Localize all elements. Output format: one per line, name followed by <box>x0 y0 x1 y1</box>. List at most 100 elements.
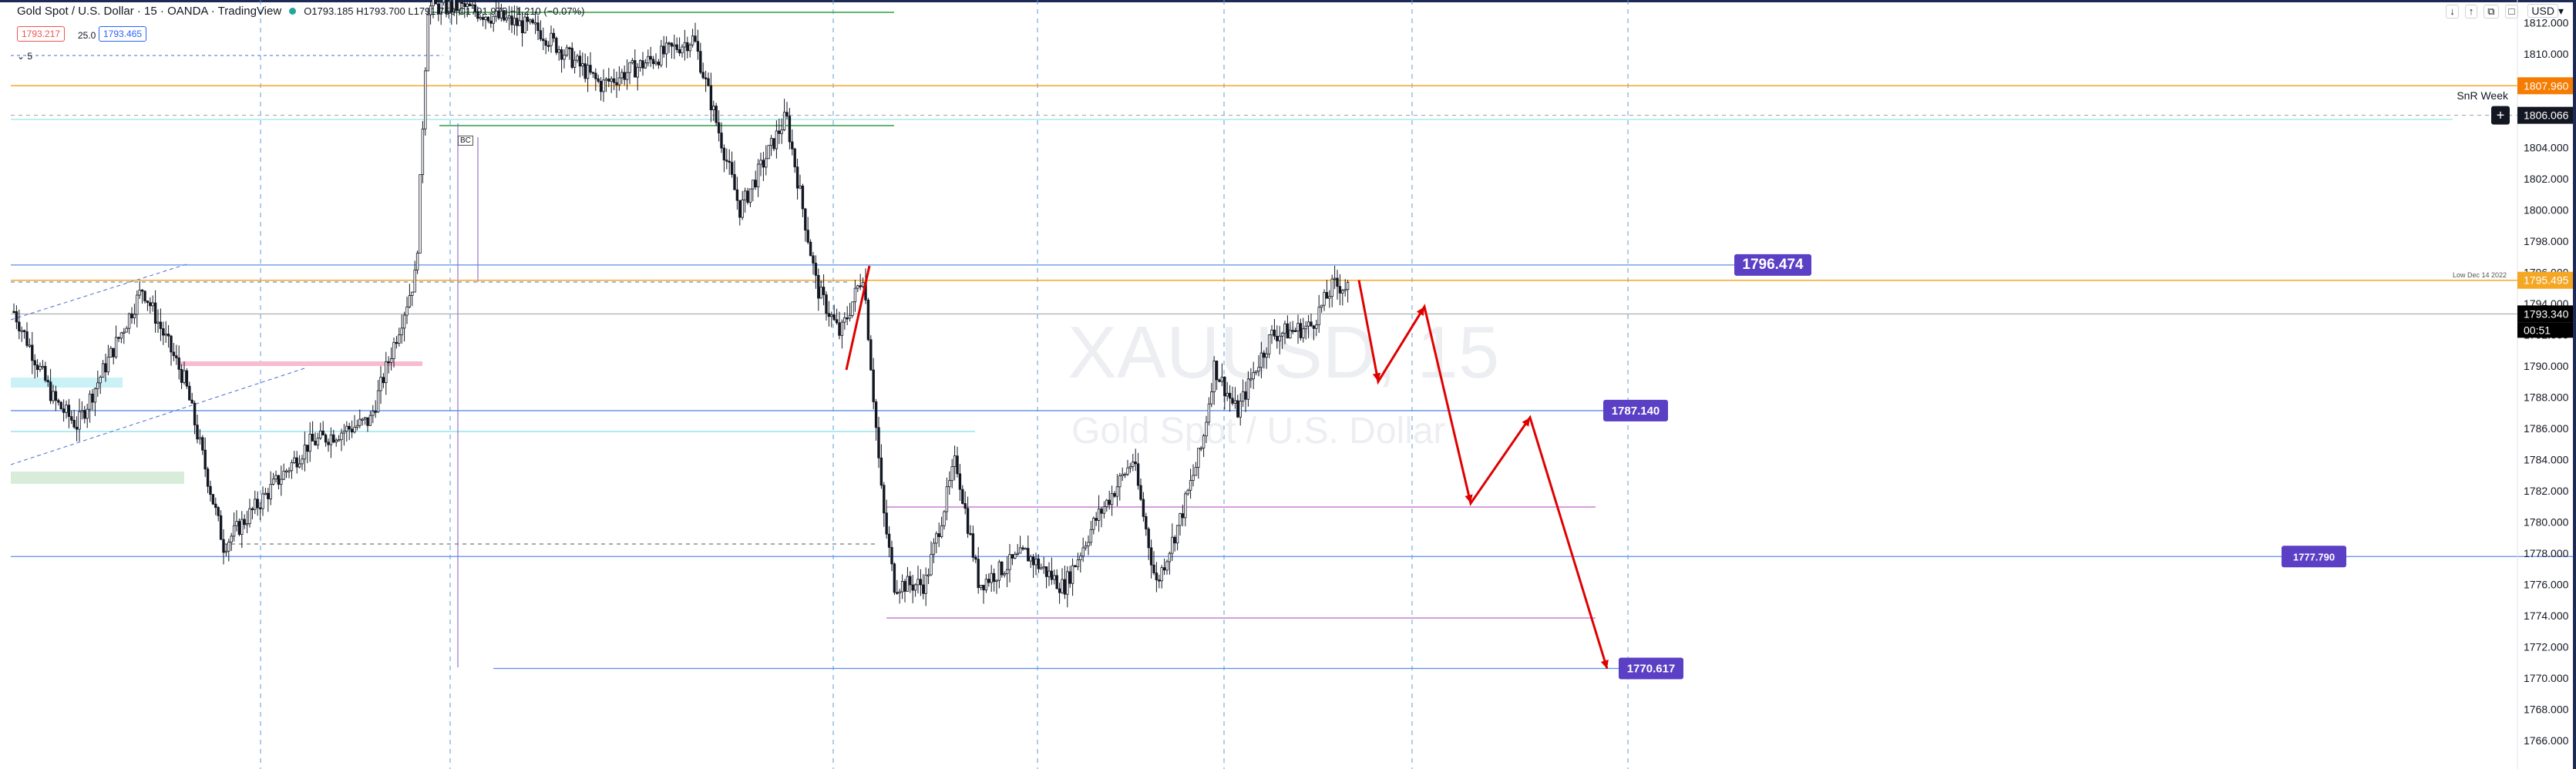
candle <box>1118 475 1122 488</box>
candle <box>1315 324 1318 329</box>
candle <box>1126 467 1129 475</box>
candle <box>1228 392 1232 399</box>
candle <box>258 507 262 509</box>
candle <box>1171 536 1174 554</box>
candle <box>681 46 684 54</box>
candle <box>28 344 32 347</box>
candle <box>151 302 154 307</box>
candle <box>264 492 267 495</box>
candle <box>597 78 600 82</box>
candle <box>704 77 708 79</box>
symbol-title[interactable]: Gold Spot / U.S. Dollar · 15 · OANDA · T… <box>17 5 282 18</box>
candle <box>405 306 409 316</box>
price-tick: 1778.000 <box>2524 547 2569 559</box>
candle <box>450 1 453 12</box>
candle <box>788 116 792 143</box>
candle <box>752 180 755 190</box>
candle <box>374 411 377 413</box>
candle <box>39 366 42 371</box>
candle <box>235 521 238 526</box>
candle <box>1220 376 1224 382</box>
demand-zone <box>11 378 123 388</box>
indicator-count: 5 <box>27 51 33 62</box>
candle <box>46 380 49 383</box>
candle <box>906 576 910 592</box>
candle <box>1223 376 1226 397</box>
axis-badge <box>2517 271 2576 289</box>
fullscreen-icon[interactable]: ⧉ <box>2484 5 2499 18</box>
candle <box>1267 334 1271 354</box>
candle <box>1215 361 1219 381</box>
candle <box>1210 391 1213 405</box>
candle <box>859 285 862 287</box>
candle <box>948 480 951 488</box>
currency-select[interactable]: USD ▾ <box>2524 4 2567 18</box>
candle <box>471 4 474 7</box>
maximize-icon[interactable]: □ <box>2504 5 2519 18</box>
candle <box>1306 321 1310 327</box>
candle <box>387 361 390 364</box>
candle <box>922 584 925 594</box>
candle <box>311 433 314 442</box>
candle <box>395 341 399 344</box>
candle <box>825 294 828 314</box>
candle <box>799 185 802 189</box>
candle <box>675 44 678 50</box>
candle <box>497 10 500 18</box>
market-open-icon <box>289 8 297 15</box>
sell-price-box[interactable]: 1793.217 <box>17 26 66 42</box>
candle <box>701 72 705 79</box>
candle <box>568 47 571 49</box>
scroll-down-icon[interactable]: ↓ <box>2446 5 2459 18</box>
projection-arrowhead <box>1465 494 1473 504</box>
candle <box>1102 506 1106 514</box>
top-border <box>0 0 2576 2</box>
candle <box>376 390 380 412</box>
candle <box>104 363 107 373</box>
candle <box>284 470 288 473</box>
candle <box>943 511 946 526</box>
candle <box>306 445 309 452</box>
candle <box>327 442 330 445</box>
candle <box>1226 392 1229 397</box>
candle <box>486 16 490 22</box>
candle <box>340 432 343 441</box>
candle <box>1276 335 1279 341</box>
candle <box>748 188 752 203</box>
currency-label: USD <box>2527 4 2558 18</box>
candle <box>725 160 728 162</box>
candle <box>261 493 264 509</box>
candle <box>295 457 298 468</box>
candle <box>631 60 634 63</box>
candle <box>254 499 257 510</box>
candle <box>555 38 558 53</box>
candle <box>398 334 401 344</box>
axis-badge <box>2517 77 2576 95</box>
candle <box>1061 579 1064 593</box>
candle <box>1050 570 1054 580</box>
candle <box>366 417 369 426</box>
candle <box>1189 480 1192 491</box>
candle <box>80 410 84 412</box>
candle <box>1003 573 1006 576</box>
low-dec-label: Low Dec 14 2022 <box>2452 271 2507 279</box>
candle <box>385 361 388 384</box>
candle <box>117 337 120 339</box>
candle <box>1192 475 1195 481</box>
candle <box>778 130 781 134</box>
candle <box>846 317 849 320</box>
candle <box>932 542 936 555</box>
candle <box>546 45 550 47</box>
scroll-up-icon[interactable]: ↑ <box>2464 5 2478 18</box>
candle <box>759 160 762 165</box>
candle <box>987 579 990 583</box>
indicator-toggle[interactable]: ⌄ 5 <box>17 51 32 62</box>
candle <box>368 415 372 426</box>
candle <box>1008 554 1011 570</box>
candle <box>840 321 844 336</box>
candle <box>576 55 579 61</box>
candle <box>722 147 726 161</box>
buy-price-box[interactable]: 1793.465 <box>99 26 147 42</box>
candle <box>909 576 912 586</box>
